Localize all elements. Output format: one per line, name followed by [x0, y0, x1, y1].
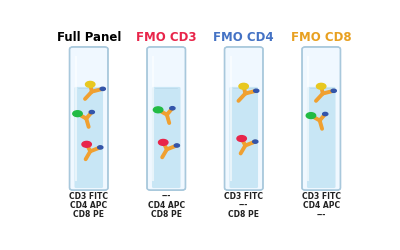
Text: ---: ---: [316, 210, 326, 220]
Text: FMO CD8: FMO CD8: [291, 31, 352, 44]
Text: CD4 APC: CD4 APC: [148, 201, 185, 210]
Circle shape: [100, 87, 105, 90]
Text: FMO CD3: FMO CD3: [136, 31, 196, 44]
FancyBboxPatch shape: [307, 87, 336, 188]
Text: CD3 FITC: CD3 FITC: [302, 192, 341, 201]
Text: CD8 PE: CD8 PE: [151, 210, 182, 220]
Text: CD4 APC: CD4 APC: [70, 201, 107, 210]
Circle shape: [73, 111, 82, 116]
Text: CD3 FITC: CD3 FITC: [224, 192, 263, 201]
Text: CD8 PE: CD8 PE: [73, 210, 104, 220]
Circle shape: [254, 89, 259, 92]
Circle shape: [239, 83, 248, 89]
FancyBboxPatch shape: [230, 87, 258, 188]
FancyBboxPatch shape: [302, 47, 340, 190]
Text: CD4 APC: CD4 APC: [303, 201, 340, 210]
Circle shape: [98, 146, 103, 149]
Circle shape: [86, 82, 95, 87]
Circle shape: [323, 112, 328, 116]
Circle shape: [170, 107, 175, 110]
Circle shape: [89, 110, 94, 114]
FancyBboxPatch shape: [152, 87, 180, 188]
FancyBboxPatch shape: [147, 47, 186, 190]
Text: FMO CD4: FMO CD4: [214, 31, 274, 44]
Circle shape: [306, 113, 316, 118]
FancyBboxPatch shape: [224, 47, 263, 190]
FancyBboxPatch shape: [74, 87, 103, 188]
Circle shape: [82, 142, 91, 147]
Circle shape: [174, 144, 180, 147]
Text: CD3 FITC: CD3 FITC: [69, 192, 108, 201]
Text: CD8 PE: CD8 PE: [228, 210, 259, 220]
FancyBboxPatch shape: [70, 47, 108, 190]
Circle shape: [331, 89, 336, 92]
Circle shape: [237, 136, 246, 141]
Text: ---: ---: [162, 192, 171, 201]
Text: Full Panel: Full Panel: [56, 31, 121, 44]
Circle shape: [158, 140, 168, 145]
Circle shape: [154, 107, 163, 113]
Text: ---: ---: [239, 201, 248, 210]
Circle shape: [253, 140, 258, 143]
Circle shape: [316, 83, 326, 89]
